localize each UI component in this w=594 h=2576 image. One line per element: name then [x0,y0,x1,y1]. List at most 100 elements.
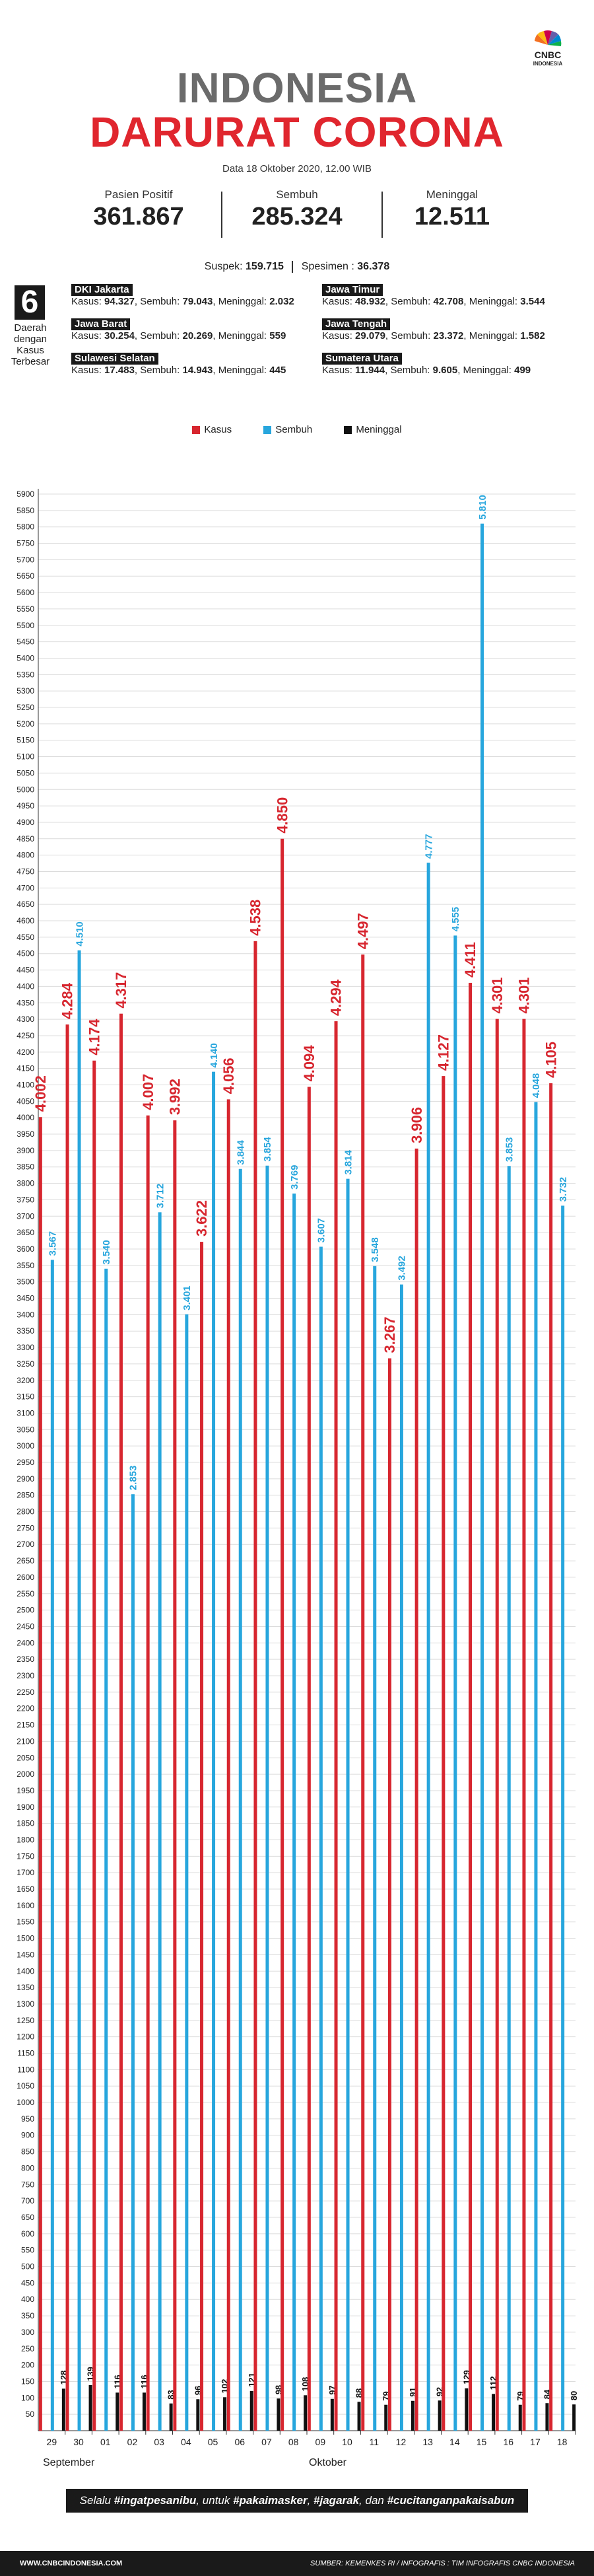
spesimen-value: 36.378 [357,261,390,273]
y-tick-label: 5800 [16,522,34,532]
y-tick-label: 4250 [16,1031,34,1040]
data-label-kasus: 4.411 [462,942,478,978]
bar-sembuh [238,1168,242,2431]
y-tick-label: 2050 [16,1753,34,1762]
y-tick-label: 3750 [16,1195,34,1204]
y-tick-label: 450 [21,2278,34,2287]
y-tick-label: 2200 [16,1704,34,1713]
y-tick-label: 5300 [16,686,34,696]
y-tick-label: 4800 [16,851,34,860]
data-label-kasus: 4.538 [248,900,264,936]
bar-sembuh [158,1212,162,2431]
data-label-sembuh: 5.810 [477,495,488,520]
bar-kasus [442,1076,446,2431]
bar-kasus [253,941,257,2431]
y-tick-label: 2650 [16,1556,34,1565]
y-tick-label: 2150 [16,1721,34,1730]
bar-kasus [280,838,284,2431]
y-tick-label: 800 [21,2163,34,2172]
x-tick-label: 15 [477,2437,487,2447]
y-tick-label: 5150 [16,736,34,745]
data-date: Data 18 Oktober 2020, 12.00 WIB [222,163,372,174]
y-tick-label: 1100 [17,2065,34,2074]
y-tick-label: 200 [21,2361,34,2370]
y-tick-label: 250 [21,2344,34,2353]
x-tick-label: 06 [234,2437,245,2447]
y-tick-label: 3850 [16,1163,34,1172]
y-tick-label: 1550 [16,1917,34,1927]
bar-sembuh [561,1205,565,2431]
bar-sembuh [399,1284,403,2431]
x-tick-label: 04 [181,2437,191,2447]
y-tick-label: 5250 [16,703,34,712]
bar-kasus [522,1019,526,2431]
stat-sembuh: Sembuh 285.324 [234,188,360,231]
data-label-kasus: 3.622 [193,1200,210,1236]
month-label-september: September [43,2457,95,2468]
bar-sembuh [426,863,430,2431]
y-tick-label: 1950 [16,1786,34,1795]
y-tick-label: 3800 [16,1179,34,1188]
month-label-oktober: Oktober [309,2457,346,2468]
x-tick-label: 08 [288,2437,299,2447]
y-tick-label: 3100 [16,1408,34,1417]
bar-meninggal [411,2400,414,2431]
data-label-sembuh: 4.555 [450,907,461,932]
y-tick-label: 3550 [16,1261,34,1270]
y-tick-label: 2450 [16,1622,34,1631]
y-tick-label: 1300 [16,1999,34,2009]
bar-sembuh [319,1246,323,2431]
y-tick-label: 4750 [16,867,34,876]
bar-sembuh [453,935,457,2431]
data-label-sembuh: 3.769 [289,1164,300,1190]
y-tick-label: 50 [26,2410,35,2419]
svg-text:CNBC: CNBC [535,50,561,60]
spesimen-label: Spesimen : [301,261,354,273]
data-label-sembuh: 3.844 [236,1140,247,1165]
data-label-sembuh: 3.854 [262,1137,273,1162]
y-tick-label: 2550 [16,1589,34,1598]
peacock-icon: CNBC INDONESIA [533,30,562,67]
y-tick-label: 4900 [16,818,34,827]
y-tick-label: 4300 [16,1015,34,1024]
region-name: Sulawesi Selatan [71,353,158,365]
bar-sembuh [185,1314,189,2431]
y-tick-label: 500 [21,2262,34,2272]
y-tick-label: 3650 [16,1228,34,1237]
legend-item-sembuh: Sembuh [263,424,312,435]
region-data: Kasus: 48.932, Sembuh: 42.708, Meninggal… [322,296,545,307]
data-label-sembuh: 3.492 [397,1256,408,1281]
y-tick-label: 5650 [16,571,34,581]
data-label-sembuh: 4.140 [209,1043,220,1068]
region-name: Jawa Timur [322,284,383,296]
y-tick-label: 3200 [16,1376,34,1385]
y-tick-label: 5100 [16,752,34,762]
y-tick-label: 550 [21,2246,34,2255]
y-tick-label: 3900 [16,1146,34,1155]
y-tick-label: 3050 [16,1425,34,1434]
y-tick-label: 1900 [16,1803,34,1812]
y-tick-label: 4000 [16,1113,34,1122]
data-label-kasus: 4.317 [113,972,129,1009]
y-tick-label: 2900 [16,1474,34,1484]
data-label-sembuh: 3.548 [370,1237,381,1262]
bar-meninggal [518,2404,522,2431]
y-tick-label: 4650 [16,900,34,909]
data-label-kasus: 4.105 [543,1042,559,1078]
footer-website[interactable]: WWW.CNBCINDONESIA.COM [20,2559,123,2567]
y-tick-label: 3600 [16,1244,34,1254]
data-label-sembuh: 3.814 [343,1149,354,1174]
bar-kasus [414,1148,418,2431]
bar-meninggal [196,2399,200,2431]
bar-meninggal [61,2388,65,2431]
bar-meninggal [304,2395,308,2431]
y-tick-label: 100 [21,2393,34,2402]
bar-kasus [549,1083,553,2431]
y-tick-label: 1650 [16,1884,34,1894]
bar-chart: 50 100 150 200 250 300 350 400 450 500 550 600 650 70… [16,489,579,2447]
y-tick-label: 4150 [16,1064,34,1073]
bar-kasus [65,1024,69,2431]
chart-legend: Kasus Sembuh Meninggal [0,424,594,435]
region-data: Kasus: 30.254, Sembuh: 20.269, Meninggal… [71,330,286,341]
legend-swatch [192,426,201,435]
